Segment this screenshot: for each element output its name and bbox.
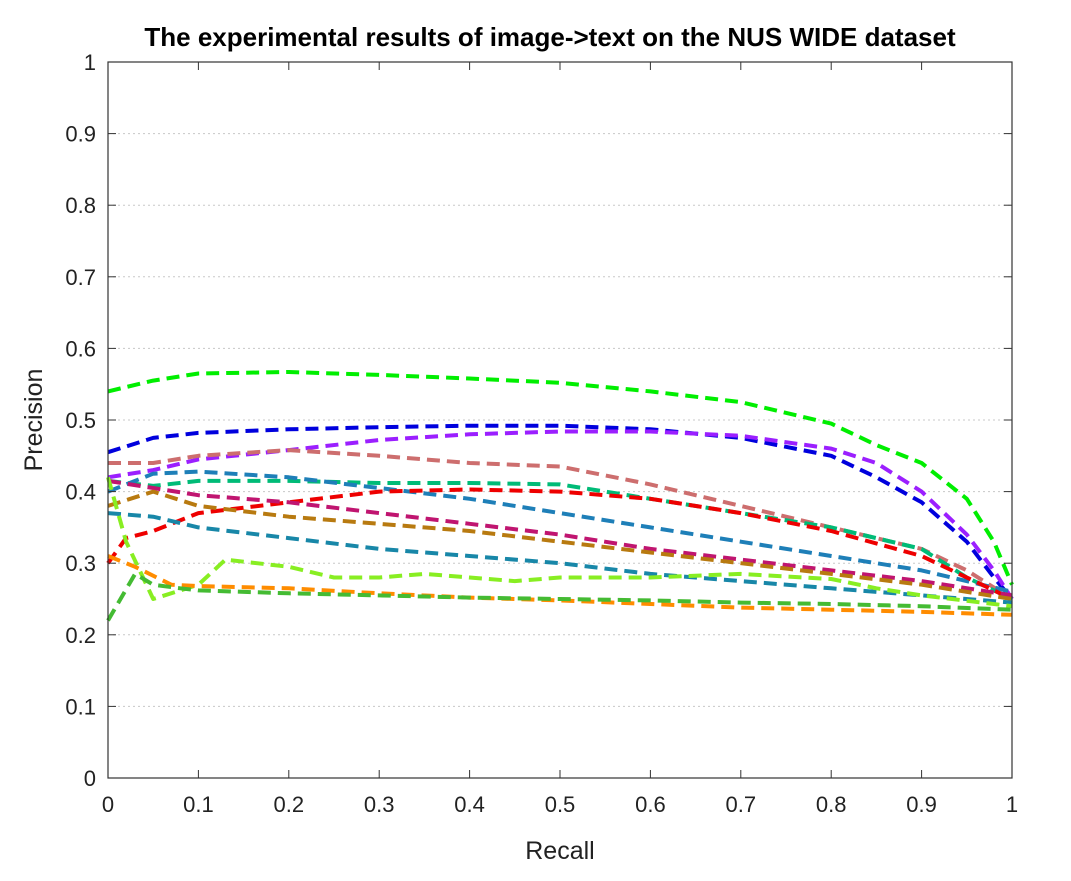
series-line-9 <box>107 489 1013 601</box>
series-line-7 <box>106 487 1013 601</box>
y-tick-label: 0.1 <box>65 694 96 719</box>
x-tick-label: 0 <box>102 792 114 817</box>
y-axis-ticks: 0 0.1 0.2 0.3 0.4 0.5 0.6 0.7 0.8 0.9 1 <box>65 50 1012 791</box>
x-tick-label: 0.5 <box>545 792 576 817</box>
series-line-2 <box>107 423 1014 601</box>
x-tick-label: 0.2 <box>274 792 305 817</box>
series-line-6 <box>107 469 1013 594</box>
y-tick-label: 0.2 <box>65 623 96 648</box>
grid-lines <box>108 133 1012 707</box>
x-tick-label: 0.3 <box>364 792 395 817</box>
x-tick-label: 0.6 <box>635 792 666 817</box>
y-tick-label: 0.8 <box>65 193 96 218</box>
y-axis-label: Precision <box>20 369 48 472</box>
y-tick-label: 0 <box>84 766 96 791</box>
y-tick-label: 0.4 <box>65 480 96 505</box>
y-tick-label: 0.9 <box>65 122 96 147</box>
series-lines <box>106 370 1014 622</box>
x-axis-ticks: 0 0.1 0.2 0.3 0.4 0.5 0.6 0.7 0.8 0.9 1 <box>102 62 1018 817</box>
x-axis-label: Recall <box>525 837 594 865</box>
y-tick-label: 0.7 <box>65 265 96 290</box>
y-tick-label: 0.3 <box>65 551 96 576</box>
series-line-10 <box>107 511 1013 605</box>
series-line-3 <box>107 429 1014 601</box>
x-tick-label: 0.1 <box>183 792 214 817</box>
series-line-12 <box>107 554 1013 617</box>
x-tick-label: 0.8 <box>816 792 847 817</box>
series-line-5 <box>107 478 1013 601</box>
y-tick-label: 0.5 <box>65 408 96 433</box>
y-tick-label: 0.6 <box>65 336 96 361</box>
x-tick-label: 1 <box>1006 792 1018 817</box>
series-line-13 <box>106 571 1013 622</box>
y-tick-label: 1 <box>84 50 96 75</box>
x-tick-label: 0.4 <box>454 792 485 817</box>
series-line-1 <box>107 370 1014 586</box>
series-line-8 <box>107 478 1013 598</box>
x-tick-label: 0.7 <box>726 792 757 817</box>
chart-title: The experimental results of image->text … <box>144 22 956 52</box>
x-tick-label: 0.9 <box>906 792 937 817</box>
